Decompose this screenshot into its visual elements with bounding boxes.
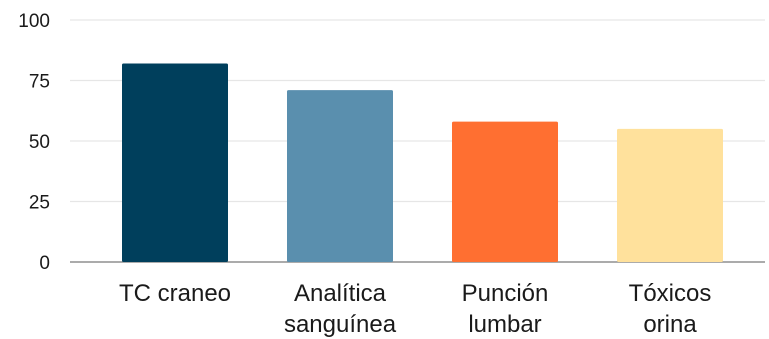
y-tick-label: 50 [29, 132, 50, 153]
x-tick-label-line: TC craneo [119, 280, 231, 307]
bar [452, 121, 558, 262]
x-tick-label-line: Analítica [294, 280, 387, 307]
x-axis-labels: TC craneo Analítica sanguínea Punción lumbar… [119, 280, 711, 338]
x-tick-label: Punción lumbar [462, 280, 549, 338]
x-tick-label-line: Punción [462, 280, 549, 307]
x-tick-label-line: lumbar [468, 311, 541, 338]
y-tick-label: 75 [29, 72, 50, 93]
x-tick-label: Tóxicos orina [629, 280, 712, 338]
bar [122, 63, 228, 263]
x-tick-label: Analítica sanguínea [284, 280, 397, 338]
y-axis-ticks: 0 25 50 75 100 [18, 11, 50, 274]
x-tick-label-line: Tóxicos [629, 280, 712, 307]
x-tick-label: TC craneo [119, 280, 231, 307]
x-tick-label-line: sanguínea [284, 311, 397, 338]
bar [287, 90, 393, 263]
bar [617, 128, 723, 262]
bars [122, 63, 723, 263]
y-tick-label: 100 [18, 11, 50, 32]
x-tick-label-line: orina [643, 311, 697, 338]
y-tick-label: 25 [29, 193, 50, 214]
y-tick-label: 0 [39, 253, 50, 274]
